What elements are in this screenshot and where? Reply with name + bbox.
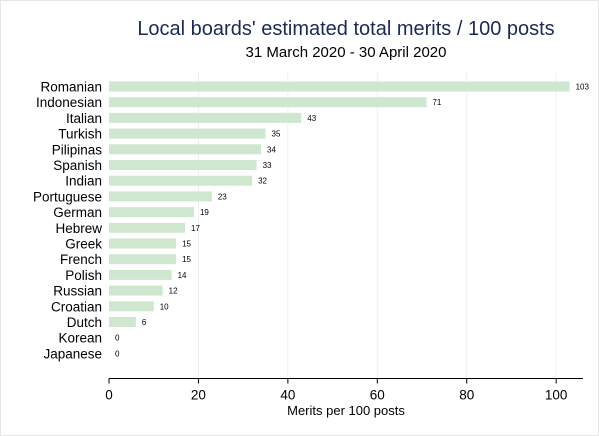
x-tick-label-3: 60	[370, 388, 385, 403]
category-label-spanish: Spanish	[53, 158, 102, 173]
category-label-italian: Italian	[66, 111, 102, 126]
value-label-hebrew: 17	[191, 224, 200, 233]
bar-polish	[109, 269, 172, 280]
category-label-french: French	[60, 252, 102, 267]
value-label-german: 19	[200, 208, 209, 217]
value-label-french: 15	[182, 255, 191, 264]
x-tick-label-2: 40	[280, 388, 295, 403]
x-axis-title: Merits per 100 posts	[287, 403, 405, 418]
category-label-hebrew: Hebrew	[55, 221, 102, 236]
bar-spanish	[109, 160, 257, 170]
category-label-portuguese: Portuguese	[33, 189, 102, 204]
value-label-croatian: 10	[160, 302, 169, 311]
bar-indian	[109, 175, 253, 186]
bar-italian	[109, 112, 302, 123]
category-labels: RomanianIndonesianItalianTurkishPilipina…	[33, 80, 102, 362]
x-tick-label-0: 0	[105, 388, 113, 403]
value-label-greek: 15	[182, 240, 191, 249]
category-label-dutch: Dutch	[67, 315, 102, 330]
value-label-spanish: 33	[263, 161, 272, 170]
category-label-russian: Russian	[53, 284, 102, 299]
bar-hebrew	[109, 222, 186, 233]
category-label-german: German	[53, 205, 102, 220]
value-label-dutch: 6	[142, 318, 147, 327]
value-label-turkish: 35	[272, 130, 281, 139]
bar-indonesian	[109, 97, 427, 108]
bar-french	[109, 254, 177, 265]
category-label-indonesian: Indonesian	[36, 95, 102, 110]
bar-turkish	[109, 128, 266, 139]
bar-russian	[109, 285, 163, 296]
value-label-indonesian: 71	[432, 98, 441, 107]
bar-portuguese	[109, 191, 212, 202]
bars	[109, 81, 570, 327]
x-tick-label-5: 100	[545, 388, 568, 403]
value-label-indian: 32	[258, 177, 267, 186]
category-label-korean: Korean	[58, 331, 102, 346]
bar-croatian	[109, 301, 154, 312]
chart-subtitle: 31 March 2020 - 30 April 2020	[246, 44, 447, 61]
value-label-japanese: 0	[115, 349, 120, 358]
value-label-italian: 43	[307, 114, 316, 123]
category-label-indian: Indian	[65, 174, 102, 189]
category-label-japanese: Japanese	[43, 346, 102, 361]
value-label-korean: 0	[115, 334, 120, 343]
value-label-portuguese: 23	[218, 192, 227, 201]
category-label-greek: Greek	[65, 237, 102, 252]
x-tick-label-1: 20	[191, 388, 206, 403]
value-label-pilipinas: 34	[267, 145, 276, 154]
category-label-pilipinas: Pilipinas	[52, 142, 103, 157]
value-label-russian: 12	[169, 287, 178, 296]
bar-pilipinas	[109, 144, 262, 155]
category-label-croatian: Croatian	[51, 299, 102, 314]
bar-dutch	[109, 317, 136, 327]
bar-german	[109, 207, 194, 218]
x-tick-label-4: 80	[459, 388, 474, 403]
x-axis-ticks: 0 20 40 60 80 100	[105, 378, 568, 403]
gridlines	[197, 72, 557, 378]
value-label-polish: 14	[178, 271, 187, 280]
category-label-turkish: Turkish	[58, 127, 102, 142]
value-label-romanian: 103	[576, 83, 590, 92]
category-label-polish: Polish	[65, 268, 102, 283]
category-label-romanian: Romanian	[40, 80, 102, 95]
bar-romanian	[109, 81, 570, 92]
chart-title: Local boards' estimated total merits / 1…	[137, 18, 554, 40]
bar-greek	[109, 238, 177, 249]
